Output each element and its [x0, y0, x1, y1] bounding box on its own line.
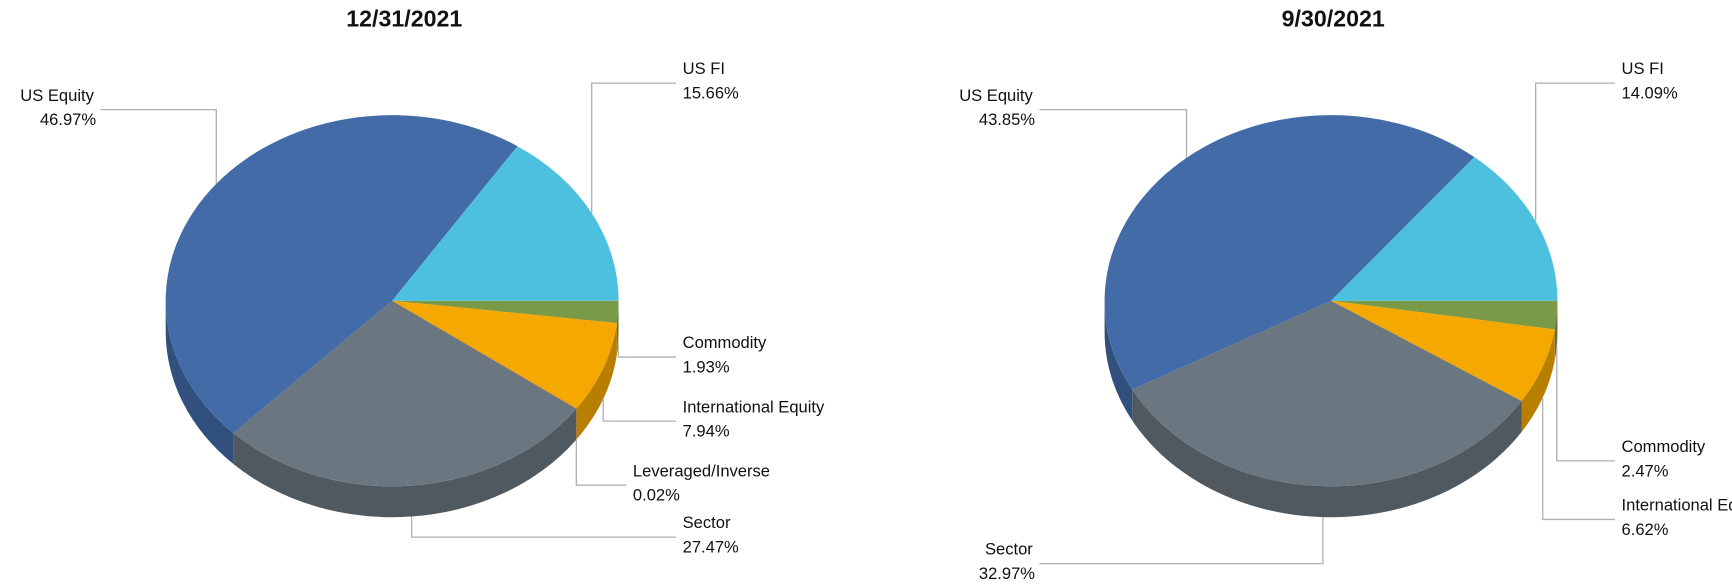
data-label-value: 14.09% — [1622, 84, 1678, 103]
pie-slice — [392, 300, 619, 324]
pie-side — [1132, 389, 1522, 518]
pie-slice — [1331, 300, 1555, 402]
leader-line — [1556, 346, 1615, 462]
data-label-name: International Equity — [683, 397, 825, 416]
pie-side — [1554, 300, 1558, 361]
pie-slice — [1104, 115, 1475, 390]
leader-line — [410, 516, 677, 538]
pie-slice — [392, 146, 619, 301]
leader-line — [1039, 517, 1324, 565]
pie-slice — [233, 300, 577, 487]
pie-side — [233, 408, 577, 518]
leader-line — [100, 108, 217, 184]
data-label-value: 0.02% — [633, 486, 680, 505]
data-label-name: International Equity — [1622, 496, 1732, 515]
leader-line — [602, 398, 677, 422]
pie-slice — [392, 300, 577, 409]
data-label-name: Sector — [985, 540, 1033, 559]
chart-title: 9/30/2021 — [1282, 5, 1385, 31]
data-label-value: 15.66% — [683, 84, 739, 103]
chart-title: 12/31/2021 — [346, 5, 462, 31]
data-label-name: US FI — [1622, 59, 1664, 78]
leader-line — [1534, 82, 1615, 222]
data-label-name: Leveraged/Inverse — [633, 461, 770, 480]
data-label-value: 32.97% — [979, 564, 1035, 583]
data-label-value: 46.97% — [40, 110, 96, 129]
pie-side — [576, 323, 617, 440]
leader-line — [1542, 397, 1615, 521]
leader-line — [617, 342, 677, 358]
data-label-value: 7.94% — [683, 422, 730, 441]
data-label-value: 2.47% — [1622, 461, 1669, 480]
data-label-name: US Equity — [20, 86, 94, 105]
leader-line — [591, 82, 677, 214]
data-label-name: US FI — [683, 59, 725, 78]
pie-side — [616, 300, 619, 355]
data-label-name: US Equity — [959, 86, 1033, 105]
leader-line — [1039, 108, 1188, 158]
data-label-value: 43.85% — [979, 110, 1035, 129]
pie-slice — [1331, 157, 1558, 301]
pie-slice — [1331, 300, 1558, 330]
leader-line — [575, 439, 627, 486]
pie-slice — [392, 300, 617, 409]
pie-slice — [165, 115, 518, 434]
data-label-name: Commodity — [683, 333, 767, 352]
data-label-value: 27.47% — [683, 538, 739, 557]
data-label-name: Commodity — [1622, 437, 1706, 456]
pie-side — [1521, 329, 1555, 432]
data-label-value: 1.93% — [683, 357, 730, 376]
pie-side — [1104, 300, 1133, 421]
pie-side — [165, 300, 234, 464]
data-label-name: Sector — [683, 513, 731, 532]
data-label-value: 6.62% — [1622, 520, 1669, 539]
pie-slice — [1132, 300, 1522, 487]
